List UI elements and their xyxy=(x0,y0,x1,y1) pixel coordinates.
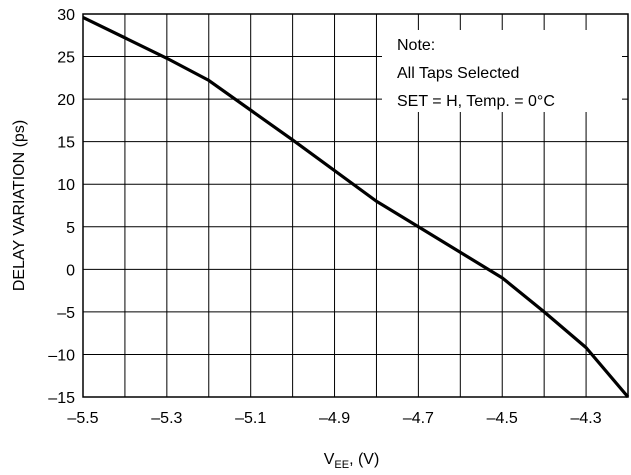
y-tick-label: 20 xyxy=(57,92,75,109)
y-tick-label: 10 xyxy=(57,177,75,194)
x-tick-label: –4.3 xyxy=(571,410,602,427)
series-line xyxy=(82,15,630,399)
x-tick-label: –4.5 xyxy=(487,410,518,427)
x-axis-label-subscript: EE xyxy=(334,459,349,471)
note-line-1: Note: xyxy=(397,37,435,54)
note-line-3: SET = H, Temp. = 0°C xyxy=(397,93,555,110)
y-tick-label: 25 xyxy=(57,50,75,67)
y-tick-label: 5 xyxy=(66,220,75,237)
y-tick-label: 0 xyxy=(66,262,75,279)
note-box xyxy=(382,30,622,112)
x-axis-label-main: V xyxy=(324,451,335,468)
x-tick-label: –5.3 xyxy=(151,410,182,427)
note: Note: All Taps Selected SET = H, Temp. =… xyxy=(397,37,555,110)
y-tick-labels: 30 25 20 15 10 5 0 –5 –10 –15 xyxy=(48,7,75,407)
y-tick-label: 30 xyxy=(57,7,75,24)
x-tick-labels: –5.5 –5.3 –5.1 –4.9 –4.7 –4.5 –4.3 xyxy=(67,410,601,427)
plot-frame xyxy=(82,13,629,398)
x-tick-label: –5.5 xyxy=(67,410,98,427)
x-axis-label-unit: , (V) xyxy=(349,451,379,468)
series xyxy=(82,15,630,399)
y-axis-label: DELAY VARIATION (ps) xyxy=(11,120,28,291)
x-tick-label: –4.7 xyxy=(403,410,434,427)
y-tick-label: –15 xyxy=(48,390,75,407)
x-axis-label: VEE, (V) xyxy=(324,451,380,471)
y-tick-label: 15 xyxy=(57,135,75,152)
x-tick-label: –4.9 xyxy=(319,410,350,427)
y-tick-label: –5 xyxy=(57,305,75,322)
x-tick-label: –5.1 xyxy=(235,410,266,427)
note-line-2: All Taps Selected xyxy=(397,65,519,82)
y-tick-label: –10 xyxy=(48,347,75,364)
